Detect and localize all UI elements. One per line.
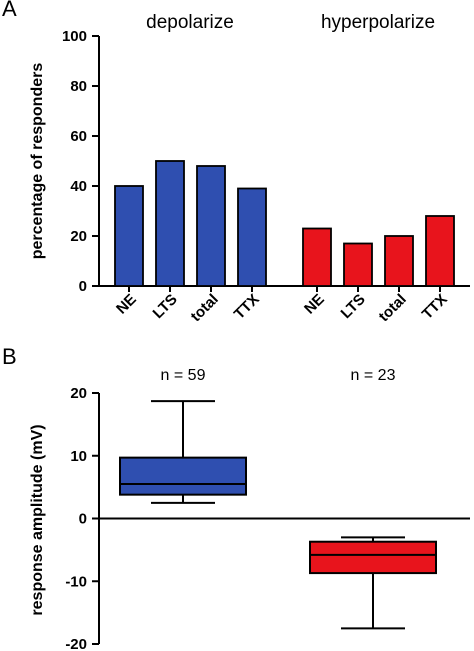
y-tick-label-a: 80 (70, 78, 87, 95)
y-tick-label-a: 100 (62, 28, 87, 45)
bar (155, 160, 185, 287)
box (119, 456, 247, 496)
x-tick-label-a: LTS (338, 291, 369, 322)
x-tick-label-a: total (187, 291, 221, 325)
y-tick-label-b: 0 (79, 511, 87, 528)
n-label: n = 59 (161, 367, 206, 384)
bar (425, 215, 455, 287)
x-tick-label-a: LTS (150, 291, 181, 322)
y-tick-label-b: -10 (65, 573, 87, 590)
group-title-depolarize: depolarize (146, 12, 234, 33)
y-axis-label-b: response amplitude (mV) (29, 424, 46, 615)
x-tick-label-a: TTX (231, 291, 263, 323)
n-label: n = 23 (351, 367, 396, 384)
bar (237, 187, 267, 287)
y-tick-label-a: 40 (70, 178, 87, 195)
y-tick-label-a: 60 (70, 128, 87, 145)
y-tick-label-b: -20 (65, 636, 87, 651)
box-plot: -20 -10 0 10 20 n = 59 n = 23 (65, 367, 470, 651)
x-tick-label-a: total (375, 291, 409, 325)
panel-letter-b: B (2, 344, 17, 369)
panel-letter-a: A (2, 0, 17, 21)
x-tick-label-a: NE (113, 291, 140, 318)
y-axis-label-a: percentage of responders (29, 63, 46, 260)
bar (343, 242, 373, 287)
y-tick-label-a: 20 (70, 228, 87, 245)
y-tick-label-a: 0 (79, 278, 87, 295)
bar (302, 227, 332, 287)
box (309, 540, 437, 575)
group-title-hyperpolarize: hyperpolarize (321, 12, 435, 33)
y-tick-label-b: 20 (70, 385, 87, 402)
bar (114, 185, 144, 287)
bar (196, 165, 226, 287)
y-tick-label-b: 10 (70, 448, 87, 465)
x-tick-label-a: NE (301, 291, 328, 318)
bar (384, 235, 414, 287)
x-tick-label-a: TTX (419, 291, 451, 323)
